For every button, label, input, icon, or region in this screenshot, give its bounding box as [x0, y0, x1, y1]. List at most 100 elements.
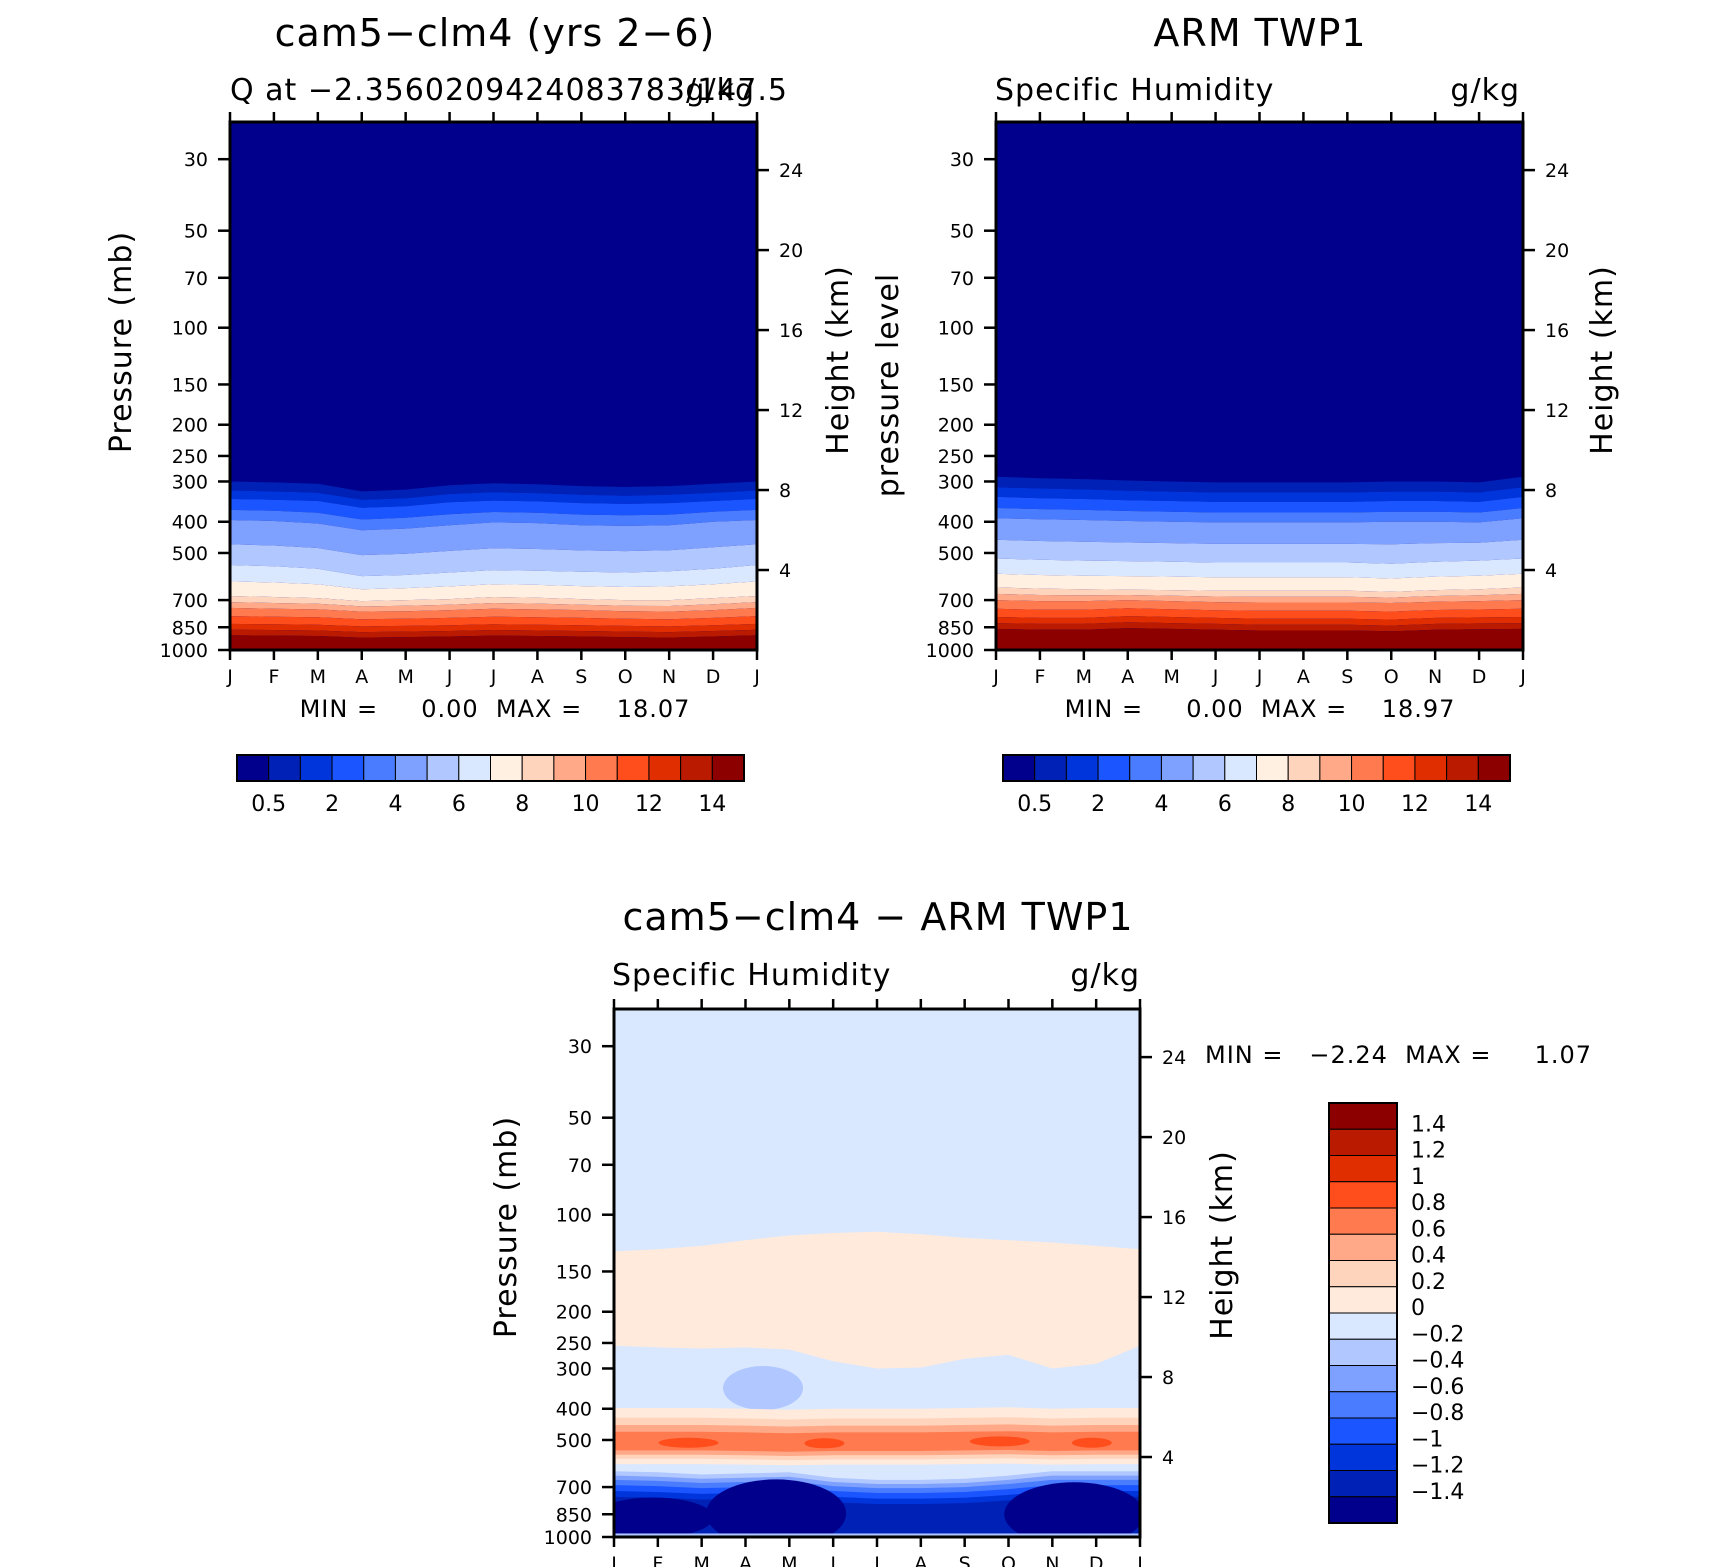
- colorbar-label: 0.8: [1411, 1191, 1446, 1216]
- colorbar-swatch: [1328, 1391, 1398, 1419]
- colorbar-swatch: [363, 754, 396, 782]
- x-tick-label: J: [829, 1553, 836, 1567]
- x-tick-label: M: [1076, 666, 1092, 688]
- x-tick-label: O: [1001, 1553, 1016, 1567]
- colorbar-label: 1.2: [1411, 1139, 1446, 1164]
- colorbar-label: −1.2: [1411, 1454, 1464, 1479]
- panel-obs-colorbar: 0.5 2 4 6 8 10 12 14: [1002, 754, 1511, 817]
- y2-tick-label: 4: [1162, 1447, 1174, 1469]
- y-tick-label: 200: [556, 1302, 592, 1324]
- contour-band: [996, 593, 1523, 603]
- colorbar-label: 4: [1154, 792, 1168, 817]
- colorbar-swatch: [268, 754, 301, 782]
- colorbar-label: 12: [1401, 792, 1429, 817]
- panel-obs-right-axis-label: Height (km): [1585, 265, 1620, 455]
- panel-model-plot: J F M A M J J A S O N D J 30 50 70 100 150 200 250 300 400 500…: [160, 112, 803, 688]
- x-tick-label: F: [652, 1553, 663, 1567]
- x-tick-label: J: [873, 1553, 880, 1567]
- colorbar-swatch: [1477, 754, 1511, 782]
- y2-tick-label: 8: [779, 480, 791, 502]
- panel-diff-left-axis-label: Pressure (mb): [489, 1116, 524, 1338]
- colorbar-label: −0.8: [1411, 1401, 1464, 1426]
- contour-band: [996, 508, 1523, 523]
- y-tick-label: 30: [568, 1036, 592, 1058]
- x-tick-label: J: [610, 1553, 617, 1567]
- panel-obs-left-axis-label: pressure level: [871, 273, 906, 497]
- colorbar-swatch: [1328, 1312, 1398, 1340]
- colorbar-swatch: [458, 754, 491, 782]
- colorbar-label: 1.4: [1411, 1112, 1446, 1137]
- y-tick-label: 1000: [926, 640, 974, 662]
- y-tick-label: 30: [184, 149, 208, 171]
- x-tick-label: S: [575, 666, 587, 688]
- colorbar-swatch: [680, 754, 713, 782]
- x-tick-label: M: [781, 1553, 797, 1567]
- y2-tick-label: 24: [779, 160, 803, 182]
- contour-band: [706, 1479, 847, 1537]
- panel-diff-colorbar: 1.41.210.80.60.40.20−0.2−0.4−0.6−0.8−1−1…: [1328, 1102, 1464, 1524]
- x-tick-label: A: [739, 1553, 752, 1567]
- colorbar-label: 6: [1218, 792, 1232, 817]
- colorbar-swatch: [299, 754, 333, 782]
- colorbar-label: −1.4: [1411, 1480, 1464, 1505]
- y-tick-label: 250: [938, 446, 974, 468]
- y2-tick-label: 12: [1162, 1287, 1186, 1309]
- y2-tick-label: 8: [1545, 480, 1557, 502]
- contour-fills: [996, 122, 1523, 650]
- colorbar-label: 6: [452, 792, 466, 817]
- y-tick-label: 70: [184, 268, 208, 290]
- colorbar-swatch: [1382, 754, 1416, 782]
- colorbar-swatch: [1034, 754, 1067, 782]
- contour-band: [230, 635, 757, 650]
- y-tick-label: 70: [950, 268, 974, 290]
- colorbar-swatch: [1256, 754, 1289, 782]
- colorbar-label: −0.2: [1411, 1322, 1464, 1347]
- x-tick-label: M: [693, 1553, 709, 1567]
- y-tick-label: 50: [568, 1108, 592, 1130]
- colorbar-swatch: [1129, 754, 1162, 782]
- panel-obs-title: ARM TWP1: [1153, 11, 1366, 55]
- contour-band: [230, 520, 757, 556]
- y2-tick-label: 20: [1162, 1127, 1186, 1149]
- colorbar-swatch: [236, 754, 270, 782]
- x-tick-label: M: [397, 666, 413, 688]
- contour-band: [230, 623, 757, 633]
- colorbar-swatch: [1328, 1417, 1398, 1445]
- y-tick-label: 300: [556, 1358, 592, 1380]
- colorbar-swatch: [521, 754, 555, 782]
- colorbar-swatch: [490, 754, 523, 782]
- x-tick-label: A: [355, 666, 368, 688]
- contour-band: [1071, 1437, 1112, 1448]
- colorbar-swatch: [1414, 754, 1448, 782]
- y2-tick-label: 16: [1545, 320, 1569, 342]
- y-tick-label: 50: [950, 221, 974, 243]
- colorbar-swatch: [1446, 754, 1479, 782]
- x-tick-label: D: [706, 666, 721, 688]
- y-tick-label: 700: [556, 1477, 592, 1499]
- panel-obs-min-max: MIN = 0.00 MAX = 18.97: [1065, 695, 1456, 723]
- x-tick-label: N: [1045, 1553, 1059, 1567]
- colorbar-swatch: [1002, 754, 1036, 782]
- colorbar-frame: [1328, 1102, 1398, 1524]
- colorbar-swatch: [331, 754, 365, 782]
- contour-band: [996, 539, 1523, 564]
- colorbar-swatch: [426, 754, 460, 782]
- colorbar-swatch: [1328, 1181, 1398, 1209]
- colorbar-label: 14: [1464, 792, 1492, 817]
- colorbar-swatch: [1328, 1207, 1398, 1235]
- x-tick-label: M: [1163, 666, 1179, 688]
- x-tick-label: N: [662, 666, 676, 688]
- colorbar-swatch: [1328, 1496, 1398, 1524]
- y-tick-label: 150: [172, 374, 208, 396]
- y-tick-label: 100: [556, 1205, 592, 1227]
- y-tick-label: 500: [938, 543, 974, 565]
- colorbar-label: −0.6: [1411, 1375, 1464, 1400]
- contour-band: [230, 565, 757, 590]
- colorbar-label: 1: [1411, 1165, 1425, 1190]
- panel-model-colorbar: 0.5 2 4 6 8 10 12 14: [236, 754, 745, 817]
- contour-band: [614, 1431, 1140, 1452]
- y-tick-label: 70: [568, 1155, 592, 1177]
- y-tick-label: 400: [172, 512, 208, 534]
- y-tick-label: 700: [172, 590, 208, 612]
